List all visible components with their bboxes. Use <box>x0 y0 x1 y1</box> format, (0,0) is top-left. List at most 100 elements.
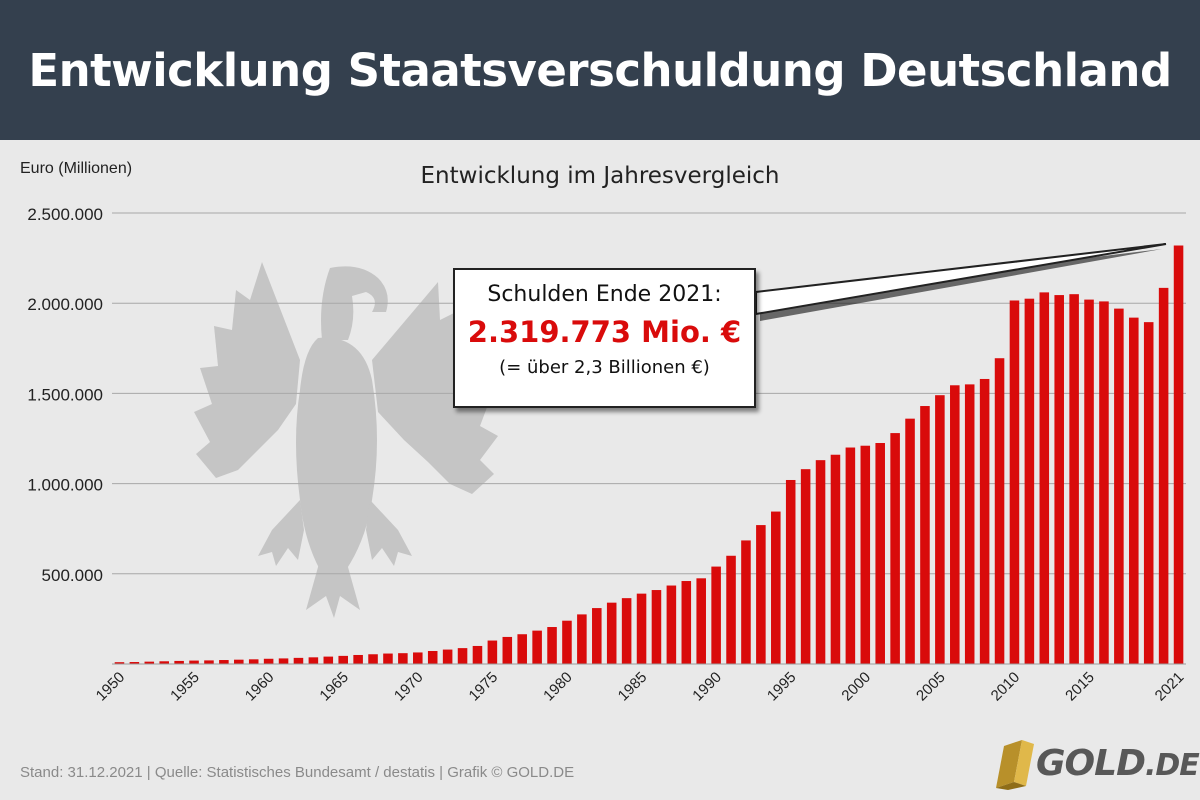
bar-1956 <box>204 660 214 664</box>
bar-1960 <box>263 658 274 664</box>
bar-1987 <box>666 585 677 664</box>
bar-1990 <box>711 566 721 664</box>
logo-name: GOLD <box>1036 743 1146 784</box>
source-footer: Stand: 31.12.2021 | Quelle: Statistische… <box>20 764 575 781</box>
callout-pointer-shadow <box>760 249 1162 321</box>
callout-line-1: Schulden Ende 2021: <box>487 282 722 307</box>
bar-1986 <box>651 590 662 664</box>
bar-1975 <box>487 640 498 664</box>
y-tick-label: 500.000 <box>42 566 103 585</box>
x-tick-label: 2021 <box>1152 669 1188 705</box>
bar-1976 <box>502 636 513 664</box>
y-tick-label: 1.500.000 <box>27 385 103 404</box>
x-tick-labels: 1950 1955 1960 1965 1970 1975 1980 1985 1990 1995… <box>93 669 1188 705</box>
bar-1950 <box>114 662 125 664</box>
bar-1959 <box>248 659 259 664</box>
y-axis-label: Euro (Millionen) <box>20 160 133 177</box>
bar-2011 <box>1024 298 1035 664</box>
x-tick-label: 1995 <box>764 669 800 705</box>
y-tick-label: 2.500.000 <box>27 205 103 224</box>
bar-1994 <box>771 511 781 664</box>
bar-1984 <box>621 598 632 664</box>
x-tick-label: 2005 <box>913 669 949 705</box>
debt-callout: Schulden Ende 2021: 2.319.773 Mio. € (= … <box>453 268 756 408</box>
bar-2007 <box>964 384 975 664</box>
bar-1964 <box>323 656 334 664</box>
bar-2001 <box>875 443 885 664</box>
bar-2012 <box>1039 292 1050 664</box>
bar-1969 <box>398 653 408 664</box>
bar-1974 <box>472 645 483 664</box>
bar-2013 <box>1054 295 1064 664</box>
bar-1982 <box>592 608 602 664</box>
bar-2017 <box>1114 308 1124 664</box>
x-tick-label: 1950 <box>93 669 129 705</box>
x-tick-label: 2000 <box>838 669 874 705</box>
bar-1989 <box>696 578 706 664</box>
bar-1954 <box>174 660 184 664</box>
bar-2019 <box>1143 322 1154 664</box>
bar-1953 <box>159 661 169 664</box>
bar-1981 <box>577 614 587 664</box>
bar-1983 <box>606 602 617 664</box>
bar-2018 <box>1129 317 1139 664</box>
bar-1998 <box>830 454 841 664</box>
bar-1977 <box>517 634 527 664</box>
y-tick-labels: 500.000 1.000.000 1.500.000 2.000.000 2.500.… <box>27 205 103 585</box>
bar-1966 <box>353 654 363 664</box>
bar-1996 <box>800 469 811 664</box>
bar-1979 <box>547 627 557 664</box>
bar-2000 <box>860 445 871 664</box>
callout-pointer <box>755 243 1167 316</box>
chart-title: Entwicklung im Jahresvergleich <box>420 163 780 189</box>
bar-1980 <box>562 620 572 664</box>
callout-line-3: (= über 2,3 Billionen €) <box>499 357 710 378</box>
bar-1968 <box>383 653 393 664</box>
bar-1978 <box>532 630 542 664</box>
x-tick-label: 2015 <box>1062 669 1098 705</box>
bar-1957 <box>219 660 229 664</box>
bar-2008 <box>979 378 990 664</box>
header-bar: Entwicklung Staatsverschuldung Deutschla… <box>0 0 1200 140</box>
bars <box>114 245 1184 664</box>
page-title: Entwicklung Staatsverschuldung Deutschla… <box>28 43 1172 97</box>
bar-1997 <box>815 460 826 664</box>
bar-2020 <box>1158 287 1169 664</box>
bar-2005 <box>935 395 945 664</box>
bar-1973 <box>457 648 468 664</box>
bar-1961 <box>278 658 289 664</box>
bar-1999 <box>845 447 856 664</box>
bar-2014 <box>1069 294 1079 664</box>
x-tick-label: 1990 <box>689 669 725 705</box>
bar-2010 <box>1009 300 1020 664</box>
bar-1955 <box>189 660 199 664</box>
bar-2003 <box>905 418 915 664</box>
y-tick-label: 2.000.000 <box>27 295 103 314</box>
bar-2006 <box>950 385 960 664</box>
bar-2016 <box>1099 301 1109 664</box>
x-tick-label: 1970 <box>391 669 427 705</box>
x-tick-label: 1980 <box>540 669 576 705</box>
bar-1967 <box>368 654 378 664</box>
bar-2021 <box>1173 245 1184 664</box>
bar-1971 <box>427 651 438 664</box>
callout-debt-value: 2.319.773 Mio. € <box>467 315 742 349</box>
y-tick-label: 1.000.000 <box>27 476 103 495</box>
bar-1951 <box>129 662 140 664</box>
bar-1995 <box>785 479 796 664</box>
bar-1993 <box>756 525 766 664</box>
bar-2002 <box>890 433 900 664</box>
x-tick-label: 1965 <box>316 669 352 705</box>
x-tick-label: 2010 <box>988 669 1024 705</box>
x-tick-label: 1985 <box>615 669 651 705</box>
bar-1963 <box>308 657 319 664</box>
x-tick-label: 1960 <box>242 669 278 705</box>
bar-1958 <box>234 659 244 664</box>
logo-tld: .DE <box>1144 748 1200 783</box>
x-tick-label: 1975 <box>466 669 502 705</box>
federal-eagle-icon <box>194 262 498 618</box>
bar-2009 <box>994 358 1005 664</box>
bar-1991 <box>726 555 736 664</box>
